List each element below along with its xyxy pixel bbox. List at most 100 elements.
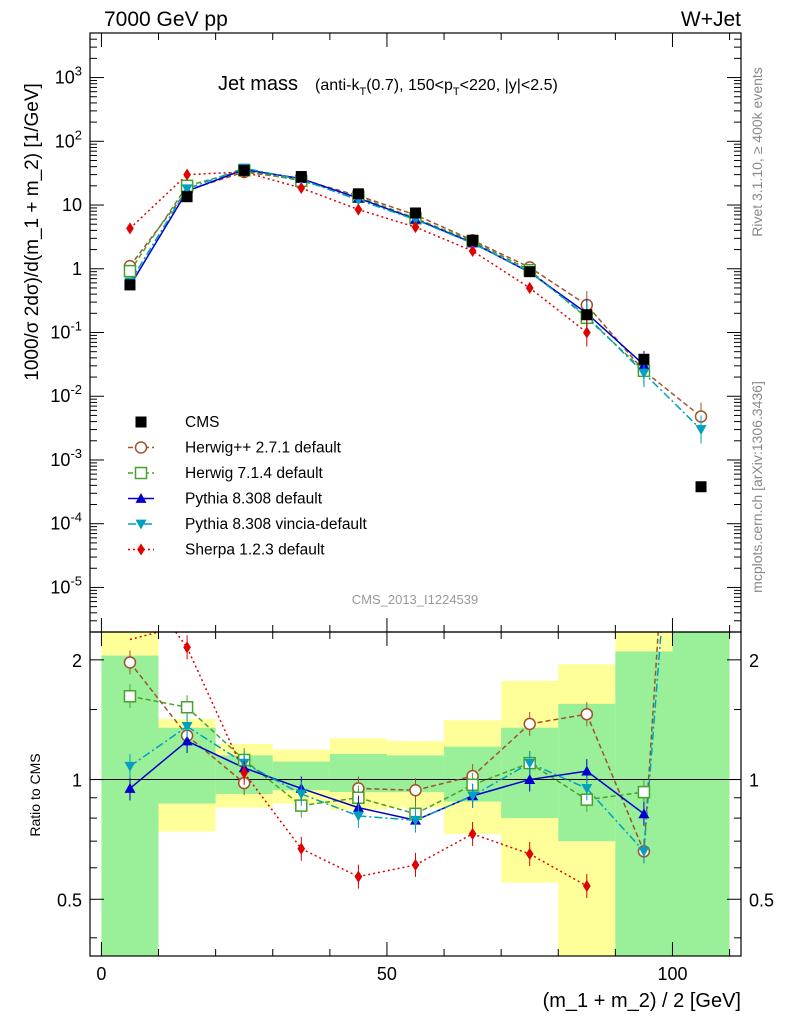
series-point	[468, 244, 477, 258]
y-tick-label: 102	[55, 127, 82, 151]
series-line-1	[129, 169, 645, 372]
ratio-tick-label: 0.5	[57, 890, 82, 910]
ratio-point	[354, 870, 363, 883]
series-point	[411, 221, 420, 234]
ratio-point	[352, 811, 364, 822]
ratio-point	[524, 774, 536, 784]
ratio-point	[409, 783, 422, 797]
series-point	[354, 203, 363, 216]
x-axis-label: (m_1 + m_2) / 2 [GeV]	[543, 990, 741, 1012]
reference-point	[295, 171, 307, 183]
ratio-line-2	[186, 740, 245, 769]
reference-point	[467, 234, 479, 246]
ratio-point	[410, 815, 421, 826]
chart-title-details: (anti-kT(0.7), 150<pT<220, |y|<2.5)	[315, 77, 558, 98]
series-point	[297, 181, 306, 195]
ratio-tick-label-right: 2	[749, 651, 759, 671]
ratio-line-3	[243, 762, 302, 795]
legend: CMS Herwig++ 2.7.1 default Herwig 7.1.4 de…	[128, 414, 368, 559]
legend-label: Herwig 7.1.4 default	[185, 465, 324, 482]
ratio-point	[180, 700, 194, 714]
ratio-point	[181, 735, 193, 746]
series-point	[183, 168, 191, 181]
y-axis-label: 1000/σ 2dσ)/d(m_1 + m_2) [1/GeV]	[22, 83, 43, 381]
ratio-line-4	[300, 848, 359, 878]
ratio-line-3	[529, 762, 588, 790]
ratio-tick-label: 2	[72, 651, 82, 671]
ratio-line-1	[415, 784, 473, 815]
ratio-line-0	[186, 735, 245, 784]
reference-point	[638, 353, 650, 365]
series-point	[695, 425, 707, 436]
ratio-y-axis-label: Ratio to CMS	[27, 753, 43, 836]
ratio-point	[638, 808, 650, 819]
ratio-line-0	[529, 713, 587, 725]
rivet-side-label: Rivet 3.1.10, ≥ 400k events	[749, 67, 765, 237]
ratio-line-2	[301, 787, 359, 809]
ratio-point	[580, 707, 594, 721]
ratio-tick-label: 1	[72, 771, 82, 791]
legend-marker	[135, 493, 147, 503]
ratio-line-3	[186, 725, 245, 764]
series-point	[126, 222, 134, 235]
reference-point	[124, 279, 136, 291]
ratio-point	[638, 846, 650, 857]
legend-marker	[137, 543, 145, 556]
legend-marker	[135, 519, 147, 530]
reference-point	[181, 191, 193, 203]
ratio-line-0	[472, 723, 531, 777]
ratio-point	[525, 847, 534, 861]
ratio-point	[123, 656, 137, 669]
ratio-line-1	[243, 759, 302, 807]
ratio-point	[523, 717, 536, 731]
ratio-line-1	[529, 762, 588, 801]
legend-label: CMS	[185, 414, 219, 431]
ratio-point	[582, 879, 591, 893]
ratio-point	[581, 765, 593, 776]
legend-label: Pythia 8.308 vincia-default	[185, 516, 368, 533]
ratio-series-markers	[123, 635, 651, 898]
ratio-point	[467, 791, 479, 802]
x-tick-label: 0	[96, 964, 106, 984]
legend-marker	[135, 416, 147, 428]
series-point	[525, 281, 534, 294]
reference-point	[410, 207, 421, 219]
ratio-line-0	[358, 787, 416, 791]
ratio-line-2	[129, 740, 188, 789]
main-series-lines	[129, 167, 702, 431]
legend-marker	[134, 441, 148, 454]
legend-label: Sherpa 1.2.3 default	[185, 542, 325, 559]
y-tick-label: 10-5	[50, 573, 82, 597]
ratio-point	[637, 785, 651, 799]
reference-point	[238, 164, 250, 176]
header-right-label: W+Jet	[681, 8, 741, 31]
analysis-id-label: CMS_2013_I1224539	[352, 592, 479, 607]
ratio-point	[411, 858, 420, 871]
y-tick-label: 10-3	[50, 446, 82, 470]
ratio-line-0	[415, 775, 473, 791]
ratio-line-4	[415, 833, 473, 866]
ratio-line-3	[415, 795, 473, 821]
reference-point	[524, 266, 536, 278]
ratio-plot-frame	[89, 631, 742, 957]
ratio-line-3	[472, 762, 531, 797]
ratio-band-green	[672, 632, 730, 956]
axes: 10-5 10-4 10-3 10-2 10-1 1 10 102 103 2 2 1 1 0.5 0.5 0…	[50, 32, 774, 984]
ratio-line-2	[472, 778, 530, 797]
ratio-line-2	[586, 770, 645, 815]
ratio-point	[124, 782, 136, 793]
ratio-line-3	[358, 815, 416, 822]
series-point	[638, 368, 650, 379]
ratio-line-1	[129, 695, 188, 708]
ratio-point	[295, 789, 307, 800]
ratio-line-2	[529, 770, 587, 781]
ratio-point	[183, 641, 191, 654]
ratio-line-1	[358, 797, 416, 815]
series-line-3	[129, 167, 702, 431]
y-tick-label: 10-1	[50, 319, 82, 343]
header-left-label: 7000 GeV pp	[104, 8, 228, 31]
ratio-line-1	[186, 706, 245, 761]
ratio-line-4	[472, 833, 530, 855]
reference-point	[581, 309, 593, 321]
